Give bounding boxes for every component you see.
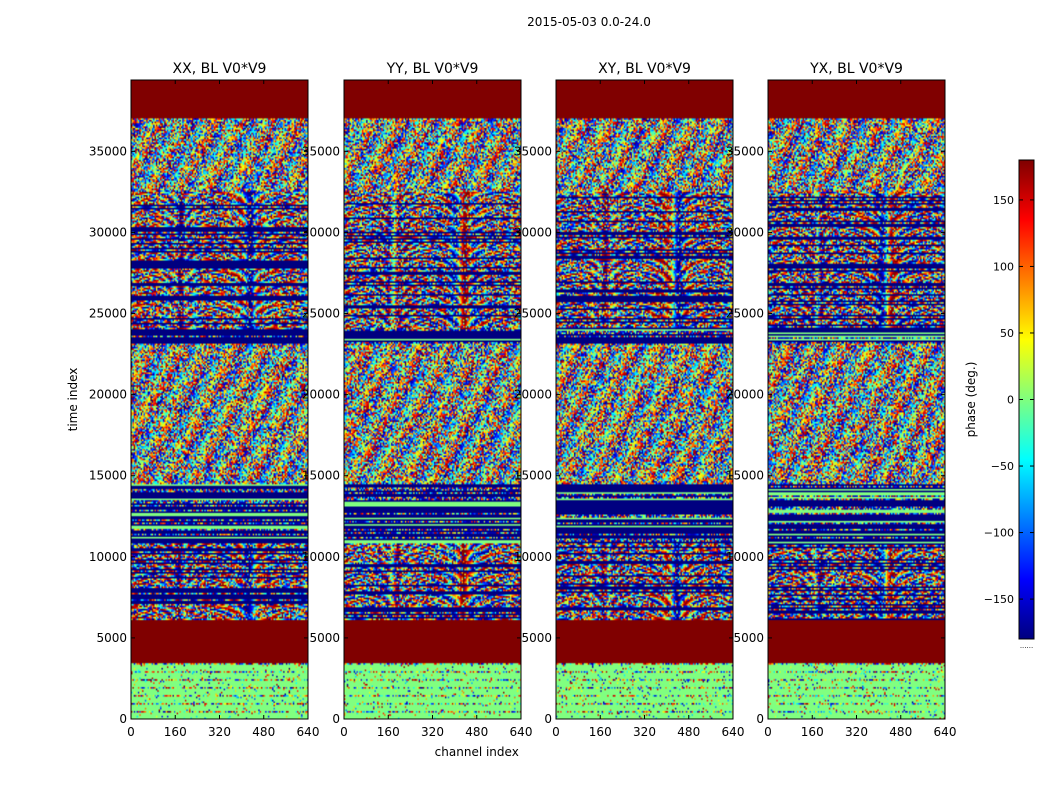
heatmap-panel-4: YX, BL V0*V9 0 160 320 480 640 0 5000 10000 15000… <box>726 61 957 739</box>
x-tick-label: 320 <box>421 725 444 739</box>
y-tick-label: 35000 <box>302 144 340 158</box>
y-tick-label: 20000 <box>514 388 552 402</box>
colorbar-footnote: ...... <box>1020 642 1033 650</box>
x-tick-label: 160 <box>801 725 824 739</box>
x-tick-label: 640 <box>722 725 745 739</box>
y-tick-label: 5000 <box>733 631 764 645</box>
colorbar-tick-label: 100 <box>993 260 1014 273</box>
x-axis-label: channel index <box>435 745 519 759</box>
colorbar-label: phase (deg.) <box>964 362 978 438</box>
y-tick-label: 5000 <box>521 631 552 645</box>
heatmap-panel-1: XX, BL V0*V9 0 160 320 480 640 0 5000 10000 15000… <box>66 61 319 739</box>
x-tick-label: 160 <box>164 725 187 739</box>
y-tick-label: 0 <box>544 712 552 726</box>
panel-title: XY, BL V0*V9 <box>598 61 691 77</box>
colorbar-tick-label: 50 <box>1000 327 1014 340</box>
y-tick-label: 30000 <box>302 225 340 239</box>
x-tick-label: 480 <box>252 725 275 739</box>
y-tick-label: 30000 <box>89 225 127 239</box>
x-tick-label: 160 <box>589 725 612 739</box>
heatmap-panel-3: XY, BL V0*V9 0 160 320 480 640 0 5000 10000 15000… <box>514 61 745 739</box>
x-tick-label: 320 <box>633 725 656 739</box>
y-tick-label: 20000 <box>89 388 127 402</box>
colorbar-tick-label: −100 <box>984 527 1014 540</box>
phase-image <box>131 80 308 719</box>
y-tick-label: 35000 <box>514 144 552 158</box>
panel-title: YX, BL V0*V9 <box>809 61 903 77</box>
panel-title: XX, BL V0*V9 <box>173 61 267 77</box>
x-tick-label: 640 <box>297 725 320 739</box>
y-tick-label: 15000 <box>302 469 340 483</box>
phase-image <box>344 80 521 719</box>
y-tick-label: 35000 <box>89 144 127 158</box>
y-tick-label: 25000 <box>726 307 764 321</box>
y-tick-label: 10000 <box>726 550 764 564</box>
x-tick-label: 0 <box>552 725 560 739</box>
y-tick-label: 20000 <box>302 388 340 402</box>
y-tick-label: 10000 <box>514 550 552 564</box>
colorbar: −150 −100 −50 0 50 100 150 phase (deg.)...... <box>964 159 1035 650</box>
x-tick-label: 320 <box>845 725 868 739</box>
x-tick-label: 480 <box>889 725 912 739</box>
y-tick-label: 15000 <box>514 469 552 483</box>
x-tick-label: 480 <box>677 725 700 739</box>
x-tick-label: 640 <box>934 725 957 739</box>
phase-image <box>768 80 945 719</box>
colorbar-tick-label: 0 <box>1007 394 1014 407</box>
colorbar-tick-label: 150 <box>993 194 1014 207</box>
x-tick-label: 160 <box>377 725 400 739</box>
x-tick-label: 0 <box>127 725 135 739</box>
y-tick-label: 15000 <box>726 469 764 483</box>
y-tick-label: 0 <box>332 712 340 726</box>
heatmap-panels: XX, BL V0*V9 0 160 320 480 640 0 5000 10000 15000… <box>66 61 956 759</box>
y-tick-label: 5000 <box>96 631 127 645</box>
colorbar-tick-label: −50 <box>991 460 1014 473</box>
y-tick-label: 10000 <box>89 550 127 564</box>
y-tick-label: 25000 <box>89 307 127 321</box>
y-tick-label: 30000 <box>726 225 764 239</box>
y-tick-label: 20000 <box>726 388 764 402</box>
y-tick-label: 25000 <box>302 307 340 321</box>
colorbar-tick-label: −150 <box>984 593 1014 606</box>
y-tick-label: 5000 <box>309 631 340 645</box>
phase-image <box>556 80 733 719</box>
y-tick-label: 30000 <box>514 225 552 239</box>
x-tick-label: 0 <box>340 725 348 739</box>
y-tick-label: 15000 <box>89 469 127 483</box>
heatmap-panel-2: YY, BL V0*V9 0 160 320 480 640 0 5000 10000 15000… <box>302 61 533 759</box>
x-tick-label: 640 <box>510 725 533 739</box>
y-tick-label: 35000 <box>726 144 764 158</box>
y-axis-label: time index <box>66 368 80 432</box>
x-tick-label: 320 <box>208 725 231 739</box>
x-tick-label: 480 <box>465 725 488 739</box>
panel-title: YY, BL V0*V9 <box>386 61 479 77</box>
figure-suptitle: 2015-05-03 0.0-24.0 <box>527 15 651 29</box>
y-tick-label: 25000 <box>514 307 552 321</box>
y-tick-label: 10000 <box>302 550 340 564</box>
x-tick-label: 0 <box>764 725 772 739</box>
y-tick-label: 0 <box>119 712 127 726</box>
y-tick-label: 0 <box>756 712 764 726</box>
